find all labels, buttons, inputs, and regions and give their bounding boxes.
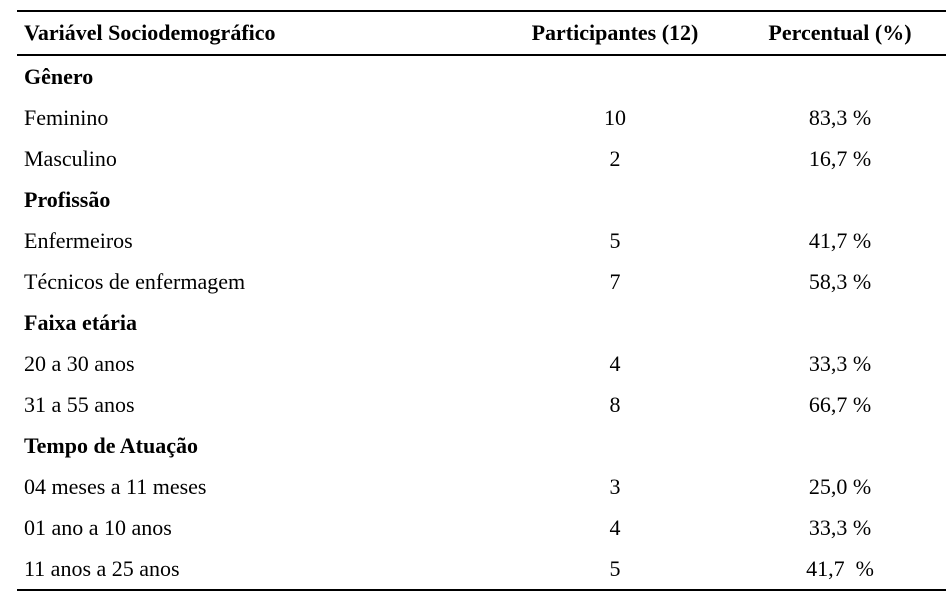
participants-cell: 10 bbox=[604, 104, 626, 130]
participants-cell bbox=[496, 55, 734, 97]
column-header-percent: Percentual (%) bbox=[734, 11, 946, 56]
percent-cell: 41,7 % bbox=[808, 227, 872, 253]
row-label: Feminino bbox=[24, 104, 109, 130]
row-label: Masculino bbox=[24, 145, 117, 171]
row-label: 31 a 55 anos bbox=[24, 391, 135, 417]
section-label: Gênero bbox=[24, 63, 94, 89]
row-label: Enfermeiros bbox=[24, 227, 133, 253]
sociodemographic-table: Variável Sociodemográfico Participantes … bbox=[17, 10, 946, 591]
section-label: Tempo de Atuação bbox=[24, 432, 198, 458]
participants-cell: 8 bbox=[609, 391, 621, 417]
row-label: 01 ano a 10 anos bbox=[24, 514, 172, 540]
percent-cell bbox=[734, 179, 946, 220]
section-label: Profissão bbox=[24, 186, 111, 212]
column-header-variable: Variável Sociodemográfico bbox=[17, 11, 496, 56]
table-header: Variável Sociodemográfico Participantes … bbox=[17, 11, 946, 56]
participants-cell: 5 bbox=[609, 227, 621, 253]
table-row-tecnicos: Técnicos de enfermagem 7 58,3 % bbox=[17, 261, 946, 302]
table-row-section-genero: Gênero bbox=[17, 55, 946, 97]
table-row-11-anos-25-anos: 11 anos a 25 anos 5 41,7 % bbox=[17, 548, 946, 590]
percent-cell: 58,3 % bbox=[808, 268, 872, 294]
participants-cell: 2 bbox=[609, 145, 621, 171]
percent-cell: 25,0 % bbox=[808, 473, 872, 499]
percent-cell: 66,7 % bbox=[808, 391, 872, 417]
row-label: 11 anos a 25 anos bbox=[24, 555, 180, 581]
section-label: Faixa etária bbox=[24, 309, 138, 335]
participants-cell bbox=[496, 179, 734, 220]
table-header-row: Variável Sociodemográfico Participantes … bbox=[17, 11, 946, 56]
participants-cell: 4 bbox=[609, 514, 621, 540]
table-row-31-a-55-anos: 31 a 55 anos 8 66,7 % bbox=[17, 384, 946, 425]
table-row-01-ano-10-anos: 01 ano a 10 anos 4 33,3 % bbox=[17, 507, 946, 548]
percent-cell bbox=[734, 302, 946, 343]
participants-cell: 4 bbox=[609, 350, 621, 376]
participants-cell: 7 bbox=[609, 268, 621, 294]
percent-cell: 33,3 % bbox=[808, 514, 872, 540]
table-row-masculino: Masculino 2 16,7 % bbox=[17, 138, 946, 179]
table-row-section-faixa-etaria: Faixa etária bbox=[17, 302, 946, 343]
percent-cell: 16,7 % bbox=[808, 145, 872, 171]
table-row-section-profissao: Profissão bbox=[17, 179, 946, 220]
row-label: 04 meses a 11 meses bbox=[24, 473, 207, 499]
percent-cell: 41,7 % bbox=[806, 555, 874, 581]
table-row-feminino: Feminino 10 83,3 % bbox=[17, 97, 946, 138]
table-body: Gênero Feminino 10 83,3 % Masculino 2 16… bbox=[17, 55, 946, 590]
percent-cell bbox=[734, 55, 946, 97]
row-label: 20 a 30 anos bbox=[24, 350, 135, 376]
table-row-20-a-30-anos: 20 a 30 anos 4 33,3 % bbox=[17, 343, 946, 384]
percent-cell: 83,3 % bbox=[808, 104, 872, 130]
participants-cell bbox=[496, 302, 734, 343]
table-row-04-meses-11-meses: 04 meses a 11 meses 3 25,0 % bbox=[17, 466, 946, 507]
participants-cell bbox=[496, 425, 734, 466]
percent-cell: 33,3 % bbox=[808, 350, 872, 376]
table-row-section-tempo-atuacao: Tempo de Atuação bbox=[17, 425, 946, 466]
percent-cell bbox=[734, 425, 946, 466]
column-header-participants: Participantes (12) bbox=[496, 11, 734, 56]
row-label: Técnicos de enfermagem bbox=[24, 268, 246, 294]
participants-cell: 5 bbox=[609, 555, 621, 581]
participants-cell: 3 bbox=[609, 473, 621, 499]
table-row-enfermeiros: Enfermeiros 5 41,7 % bbox=[17, 220, 946, 261]
